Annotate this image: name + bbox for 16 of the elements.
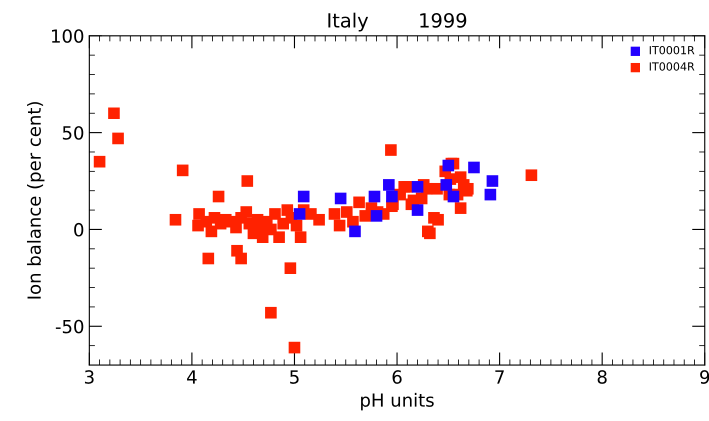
y-tick-label: 0 (74, 222, 84, 237)
x-tick-label: 6 (392, 370, 402, 384)
legend-label: IT0001R (650, 46, 694, 54)
y-tick-label: -50 (56, 320, 84, 334)
x-tick-label: 5 (290, 370, 299, 384)
x-tick-label: 9 (700, 370, 709, 384)
y-axis-title: Ion balance (per cent) (26, 102, 44, 299)
y-tick-label: 100 (52, 29, 84, 43)
x-axis-title: pH units (361, 392, 434, 410)
legend-label: IT0004R (650, 62, 694, 71)
x-tick-label: 8 (598, 370, 607, 384)
x-tick-label: 7 (495, 370, 504, 384)
x-tick-label: 3 (84, 370, 94, 384)
chart-title: Italy 1999 (328, 12, 466, 32)
x-tick-label: 4 (187, 370, 197, 384)
y-tick-label: 50 (62, 126, 84, 140)
